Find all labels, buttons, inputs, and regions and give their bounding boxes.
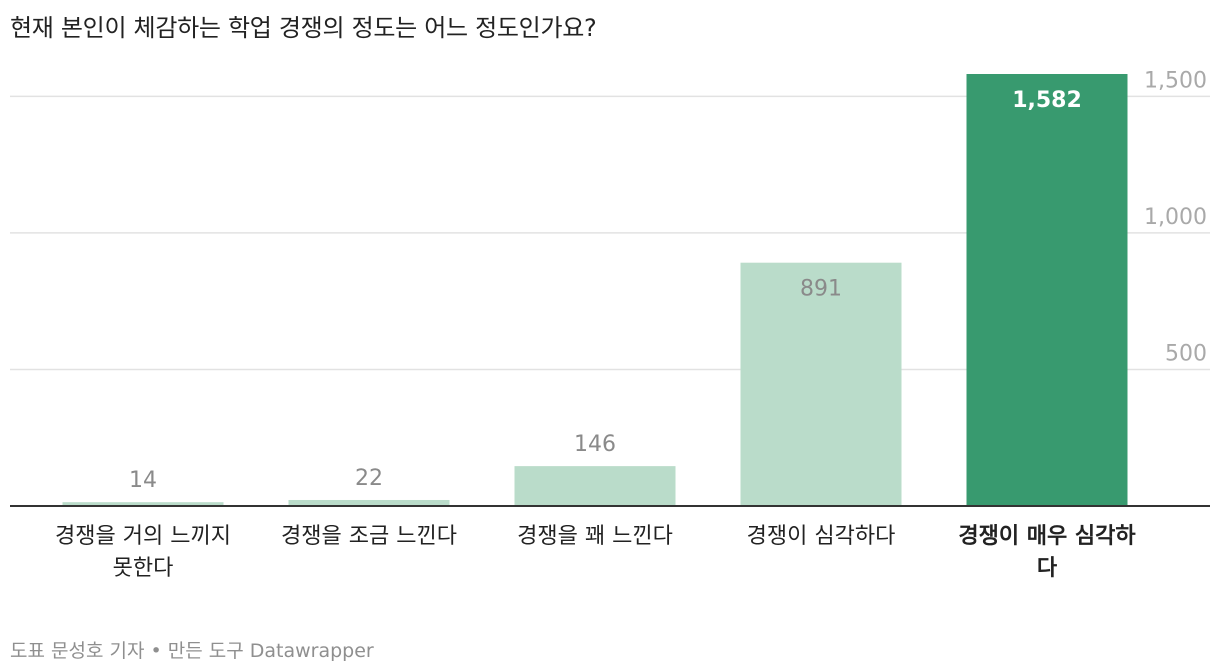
value-label: 1,582 (1012, 88, 1082, 113)
category-label: 경쟁이 심각하다 (747, 524, 896, 549)
bar-highlight (966, 74, 1128, 506)
bar (740, 262, 902, 506)
category-label: 경쟁을 거의 느끼지 (55, 524, 231, 549)
y-tick-label: 500 (1165, 341, 1207, 366)
category-label: 경쟁이 매우 심각하 (958, 524, 1136, 549)
category-label: 경쟁을 꽤 느낀다 (517, 524, 673, 549)
y-tick-label: 1,000 (1144, 205, 1207, 230)
bars (62, 74, 1128, 506)
source-note: 도표 문성호 기자 • 만든 도구 Datawrapper (10, 640, 374, 662)
bar (514, 466, 676, 506)
chart-title: 현재 본인이 체감하는 학업 경쟁의 정도는 어느 정도인가요? (10, 14, 597, 42)
value-labels: 14 22 146 891 1,582 (129, 88, 1082, 493)
value-label: 14 (129, 468, 157, 493)
bar (288, 499, 450, 506)
category-label: 못한다 (113, 556, 174, 581)
category-label: 다 (1037, 556, 1058, 581)
bar (62, 502, 224, 506)
y-axis-ticks: 500 1,000 1,500 (1144, 68, 1207, 366)
category-label: 경쟁을 조금 느낀다 (281, 524, 457, 549)
y-tick-label: 1,500 (1144, 68, 1207, 93)
value-label: 22 (355, 466, 383, 491)
value-label: 891 (800, 277, 842, 302)
value-label: 146 (574, 432, 616, 457)
